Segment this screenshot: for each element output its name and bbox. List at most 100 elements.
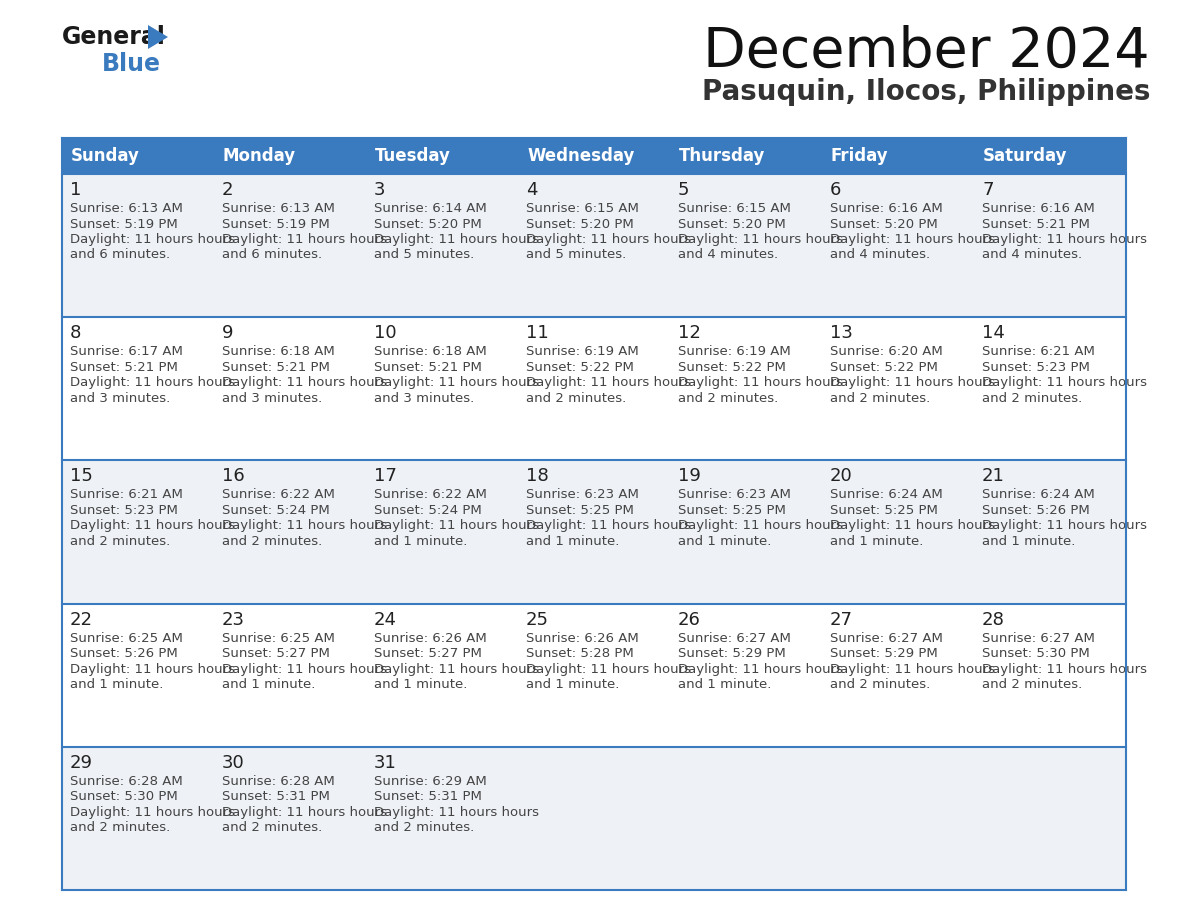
Text: and 6 minutes.: and 6 minutes. [222,249,322,262]
Text: Sunset: 5:26 PM: Sunset: 5:26 PM [982,504,1089,517]
Text: Sunset: 5:30 PM: Sunset: 5:30 PM [70,790,178,803]
Text: 16: 16 [222,467,245,486]
Text: Daylight: 11 hours hours: Daylight: 11 hours hours [830,520,996,532]
Text: and 1 minute.: and 1 minute. [678,678,771,691]
Text: 26: 26 [678,610,701,629]
Bar [366,138,518,174]
Text: and 4 minutes.: and 4 minutes. [982,249,1082,262]
Text: and 2 minutes.: and 2 minutes. [982,678,1082,691]
Text: Sunrise: 6:15 AM: Sunrise: 6:15 AM [678,202,791,215]
Bar [670,461,822,604]
Text: Sunrise: 6:16 AM: Sunrise: 6:16 AM [982,202,1095,215]
Text: 1: 1 [70,181,81,199]
Text: Blue: Blue [102,52,162,76]
Bar [974,174,1126,318]
Text: Sunrise: 6:17 AM: Sunrise: 6:17 AM [70,345,183,358]
Text: Sunset: 5:30 PM: Sunset: 5:30 PM [982,647,1089,660]
Text: 21: 21 [982,467,1005,486]
Text: 24: 24 [374,610,397,629]
Bar [822,604,974,747]
Text: Daylight: 11 hours hours: Daylight: 11 hours hours [222,806,387,819]
Text: Sunday: Sunday [71,147,140,165]
Text: Sunrise: 6:23 AM: Sunrise: 6:23 AM [526,488,639,501]
Text: Sunset: 5:31 PM: Sunset: 5:31 PM [222,790,330,803]
Bar [366,747,518,890]
Text: Sunrise: 6:27 AM: Sunrise: 6:27 AM [982,632,1095,644]
Bar [822,318,974,461]
Text: Daylight: 11 hours hours: Daylight: 11 hours hours [374,663,539,676]
Bar [822,461,974,604]
Text: Sunrise: 6:18 AM: Sunrise: 6:18 AM [374,345,487,358]
Text: Daylight: 11 hours hours: Daylight: 11 hours hours [526,663,691,676]
Text: Daylight: 11 hours hours: Daylight: 11 hours hours [830,233,996,246]
Text: Sunset: 5:26 PM: Sunset: 5:26 PM [70,647,178,660]
Polygon shape [148,25,168,49]
Bar [62,461,214,604]
Text: and 2 minutes.: and 2 minutes. [526,392,626,405]
Text: Daylight: 11 hours hours: Daylight: 11 hours hours [678,233,843,246]
Bar [518,604,670,747]
Text: General: General [62,25,166,49]
Text: and 1 minute.: and 1 minute. [526,678,619,691]
Text: and 2 minutes.: and 2 minutes. [70,535,170,548]
Text: Sunrise: 6:18 AM: Sunrise: 6:18 AM [222,345,335,358]
Bar [366,174,518,318]
Text: and 1 minute.: and 1 minute. [222,678,315,691]
Text: Sunset: 5:21 PM: Sunset: 5:21 PM [70,361,178,374]
Text: Sunset: 5:24 PM: Sunset: 5:24 PM [222,504,330,517]
Text: and 2 minutes.: and 2 minutes. [830,392,930,405]
Bar [518,461,670,604]
Bar [214,604,366,747]
Text: and 4 minutes.: and 4 minutes. [678,249,778,262]
Bar [974,461,1126,604]
Text: 30: 30 [222,754,245,772]
Text: Sunset: 5:19 PM: Sunset: 5:19 PM [70,218,178,230]
Text: Sunrise: 6:27 AM: Sunrise: 6:27 AM [678,632,791,644]
Text: Sunrise: 6:24 AM: Sunrise: 6:24 AM [982,488,1095,501]
Text: Sunrise: 6:24 AM: Sunrise: 6:24 AM [830,488,943,501]
Bar [670,747,822,890]
Bar [62,138,214,174]
Text: 19: 19 [678,467,701,486]
Text: 9: 9 [222,324,234,342]
Text: Sunset: 5:23 PM: Sunset: 5:23 PM [982,361,1089,374]
Text: Sunrise: 6:13 AM: Sunrise: 6:13 AM [222,202,335,215]
Bar [518,747,670,890]
Text: 27: 27 [830,610,853,629]
Text: Sunset: 5:20 PM: Sunset: 5:20 PM [830,218,937,230]
Text: Sunrise: 6:13 AM: Sunrise: 6:13 AM [70,202,183,215]
Bar [214,138,366,174]
Text: 2: 2 [222,181,234,199]
Text: Sunrise: 6:23 AM: Sunrise: 6:23 AM [678,488,791,501]
Text: Sunrise: 6:21 AM: Sunrise: 6:21 AM [982,345,1095,358]
Text: 5: 5 [678,181,689,199]
Text: 28: 28 [982,610,1005,629]
Bar [670,174,822,318]
Text: Sunrise: 6:25 AM: Sunrise: 6:25 AM [222,632,335,644]
Text: Sunset: 5:21 PM: Sunset: 5:21 PM [222,361,330,374]
Text: Daylight: 11 hours hours: Daylight: 11 hours hours [70,806,235,819]
Text: Sunset: 5:22 PM: Sunset: 5:22 PM [526,361,634,374]
Text: Wednesday: Wednesday [527,147,634,165]
Text: Pasuquin, Ilocos, Philippines: Pasuquin, Ilocos, Philippines [701,78,1150,106]
Text: Daylight: 11 hours hours: Daylight: 11 hours hours [222,376,387,389]
Bar [366,461,518,604]
Text: Friday: Friday [830,147,889,165]
Text: Daylight: 11 hours hours: Daylight: 11 hours hours [830,376,996,389]
Bar [822,747,974,890]
Bar [62,174,214,318]
Text: Sunset: 5:19 PM: Sunset: 5:19 PM [222,218,330,230]
Text: Sunset: 5:21 PM: Sunset: 5:21 PM [374,361,482,374]
Bar [670,138,822,174]
Text: Daylight: 11 hours hours: Daylight: 11 hours hours [982,233,1146,246]
Text: Sunrise: 6:28 AM: Sunrise: 6:28 AM [70,775,183,788]
Text: 4: 4 [526,181,537,199]
Text: and 1 minute.: and 1 minute. [374,678,467,691]
Text: 17: 17 [374,467,397,486]
Text: Sunset: 5:31 PM: Sunset: 5:31 PM [374,790,482,803]
Bar [670,604,822,747]
Text: 10: 10 [374,324,397,342]
Text: Daylight: 11 hours hours: Daylight: 11 hours hours [830,663,996,676]
Text: 20: 20 [830,467,853,486]
Text: Daylight: 11 hours hours: Daylight: 11 hours hours [678,376,843,389]
